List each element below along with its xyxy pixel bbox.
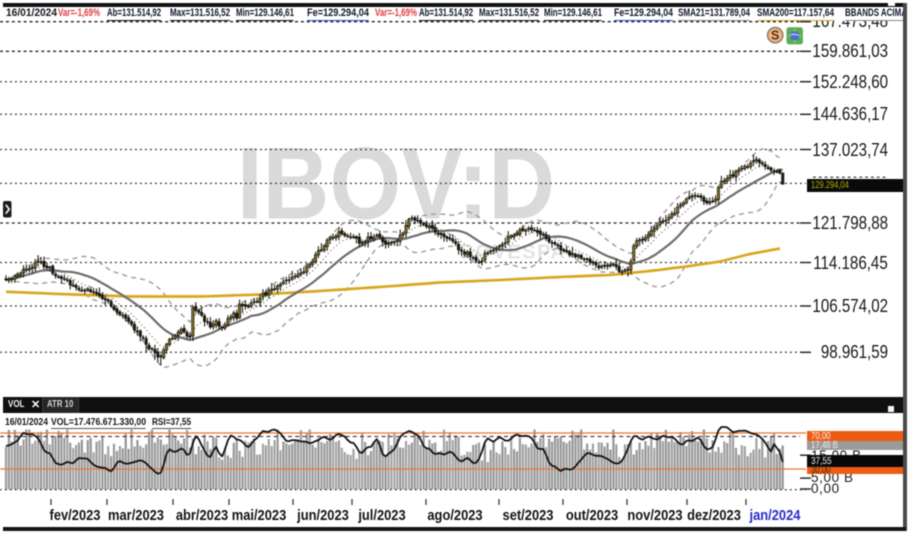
svg-text:S: S [771, 29, 779, 43]
